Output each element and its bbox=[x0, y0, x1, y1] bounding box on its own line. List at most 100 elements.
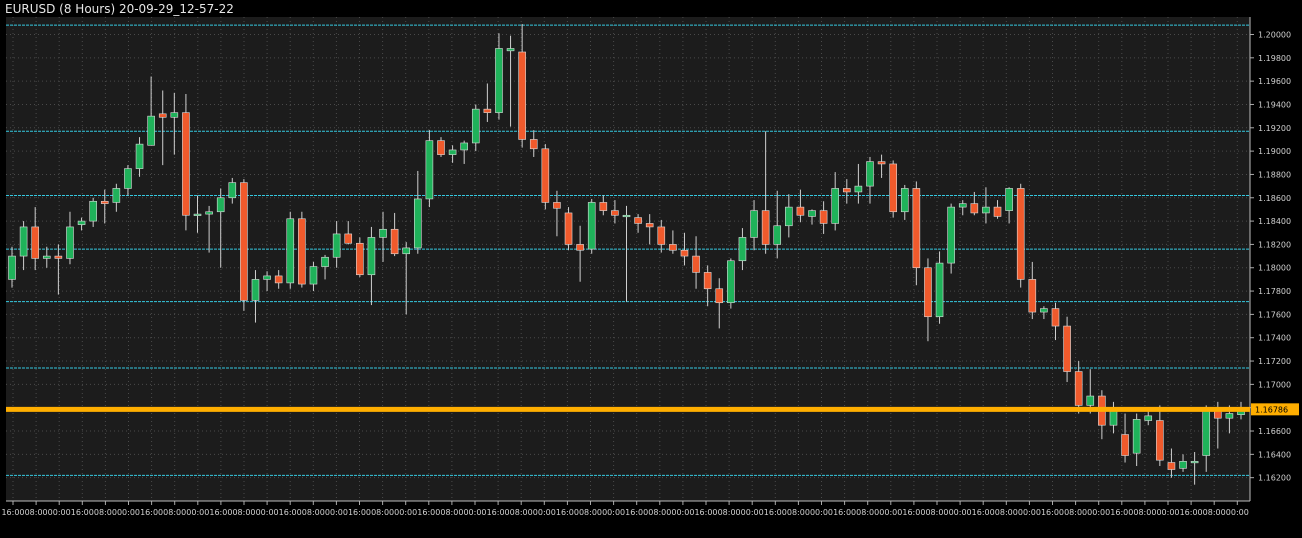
candle bbox=[1132, 413, 1141, 467]
x-tick-label: 08:00 bbox=[579, 508, 602, 517]
candle-body bbox=[680, 249, 689, 257]
x-tick-label: 16:00 bbox=[764, 508, 787, 517]
candle bbox=[495, 33, 503, 120]
x-tick-label: 00:00 bbox=[1156, 508, 1179, 517]
candle bbox=[842, 179, 851, 204]
x-tick-label: 08:00 bbox=[718, 508, 741, 517]
candle bbox=[796, 189, 805, 223]
candle-body bbox=[1144, 415, 1153, 421]
candle-body bbox=[1214, 410, 1222, 419]
x-tick-label: 16:00 bbox=[972, 508, 995, 517]
candle bbox=[611, 200, 619, 224]
candle bbox=[622, 205, 631, 302]
x-tick-label: 16:00 bbox=[487, 508, 510, 517]
candle bbox=[819, 201, 828, 234]
candle bbox=[553, 190, 561, 237]
candle-body bbox=[1225, 413, 1234, 419]
x-tick-label: 08:00 bbox=[371, 508, 394, 517]
y-tick-label: 1.16600 bbox=[1258, 427, 1291, 436]
x-tick-label: 16:00 bbox=[417, 508, 440, 517]
x-tick-label: 16:00 bbox=[279, 508, 302, 517]
candles bbox=[8, 23, 1245, 485]
x-tick-label: 08:00 bbox=[856, 508, 879, 517]
candle-body bbox=[112, 188, 121, 203]
chart-title: EURUSD (8 Hours) 20-09-29_12-57-22 bbox=[5, 2, 234, 16]
x-tick-label: 08:00 bbox=[648, 508, 671, 517]
candle-body bbox=[286, 218, 295, 284]
candle-body bbox=[332, 233, 341, 258]
candle-body bbox=[819, 210, 828, 224]
candle-body bbox=[1028, 279, 1037, 313]
candle-body bbox=[854, 185, 863, 193]
candle bbox=[77, 217, 86, 231]
horizontal-levels bbox=[6, 24, 1250, 476]
x-tick-label: 00:00 bbox=[325, 508, 348, 517]
candle-body bbox=[924, 267, 932, 318]
candle-body bbox=[402, 247, 411, 255]
candle bbox=[483, 83, 492, 122]
y-tick-label: 1.18200 bbox=[1258, 240, 1291, 249]
candle bbox=[158, 90, 167, 166]
candle-body bbox=[877, 161, 886, 165]
x-tick-label: 00:00 bbox=[671, 508, 694, 517]
candle bbox=[437, 137, 445, 157]
candle bbox=[947, 203, 955, 274]
candle-body bbox=[935, 262, 944, 318]
candle bbox=[738, 228, 747, 271]
candle-body bbox=[715, 288, 724, 304]
y-tick-label: 1.17800 bbox=[1258, 287, 1291, 296]
candle-body bbox=[495, 48, 503, 113]
candle bbox=[1040, 306, 1048, 320]
candle bbox=[367, 226, 376, 306]
candle bbox=[425, 130, 434, 208]
candle-body bbox=[808, 210, 816, 217]
candle bbox=[205, 205, 213, 253]
candle-body bbox=[19, 226, 28, 257]
candle-body bbox=[170, 112, 179, 118]
x-tick-label: 16:00 bbox=[1, 508, 24, 517]
candle-body bbox=[750, 210, 758, 238]
candle bbox=[1086, 369, 1095, 414]
candle-body bbox=[529, 139, 538, 150]
y-tick-label: 1.16400 bbox=[1258, 450, 1291, 459]
candle-body bbox=[31, 226, 39, 259]
candle bbox=[692, 236, 700, 289]
candle-body bbox=[866, 161, 874, 187]
x-tick-label: 00:00 bbox=[1087, 508, 1110, 517]
candle-body bbox=[622, 214, 631, 218]
candle-body bbox=[576, 244, 584, 251]
candle bbox=[448, 145, 457, 163]
current-price-label: 1.16786 bbox=[1255, 405, 1288, 414]
candle-body bbox=[1063, 325, 1071, 372]
candle-body bbox=[298, 218, 306, 285]
candle-body bbox=[599, 202, 608, 211]
candle-body bbox=[1086, 395, 1095, 406]
candle-body bbox=[274, 275, 283, 284]
candle bbox=[599, 195, 608, 216]
candle-body bbox=[889, 163, 897, 213]
x-axis: 16:00 08:00 00:00 16:00 08:00 00:00 16:00 08:00… bbox=[1, 500, 1250, 517]
y-tick-label: 1.16200 bbox=[1258, 474, 1291, 483]
candle bbox=[912, 181, 921, 286]
candle-body bbox=[831, 188, 839, 224]
candle bbox=[564, 207, 573, 251]
x-tick-label: 16:00 bbox=[71, 508, 94, 517]
candle-body bbox=[483, 108, 492, 113]
x-tick-label: 00:00 bbox=[602, 508, 625, 517]
x-tick-label: 08:00 bbox=[1203, 508, 1226, 517]
candle-body bbox=[541, 148, 550, 203]
candle bbox=[1190, 452, 1199, 485]
candle bbox=[657, 219, 666, 253]
candle-body bbox=[727, 260, 735, 304]
candle-body bbox=[1005, 188, 1013, 211]
candle bbox=[89, 197, 97, 227]
x-tick-label: 08:00 bbox=[25, 508, 48, 517]
candle bbox=[193, 195, 202, 233]
candle bbox=[263, 271, 271, 292]
candle bbox=[576, 225, 584, 282]
x-tick-label: 08:00 bbox=[440, 508, 463, 517]
candle-body bbox=[42, 255, 51, 259]
candle bbox=[124, 165, 132, 196]
candle-body bbox=[703, 272, 712, 290]
